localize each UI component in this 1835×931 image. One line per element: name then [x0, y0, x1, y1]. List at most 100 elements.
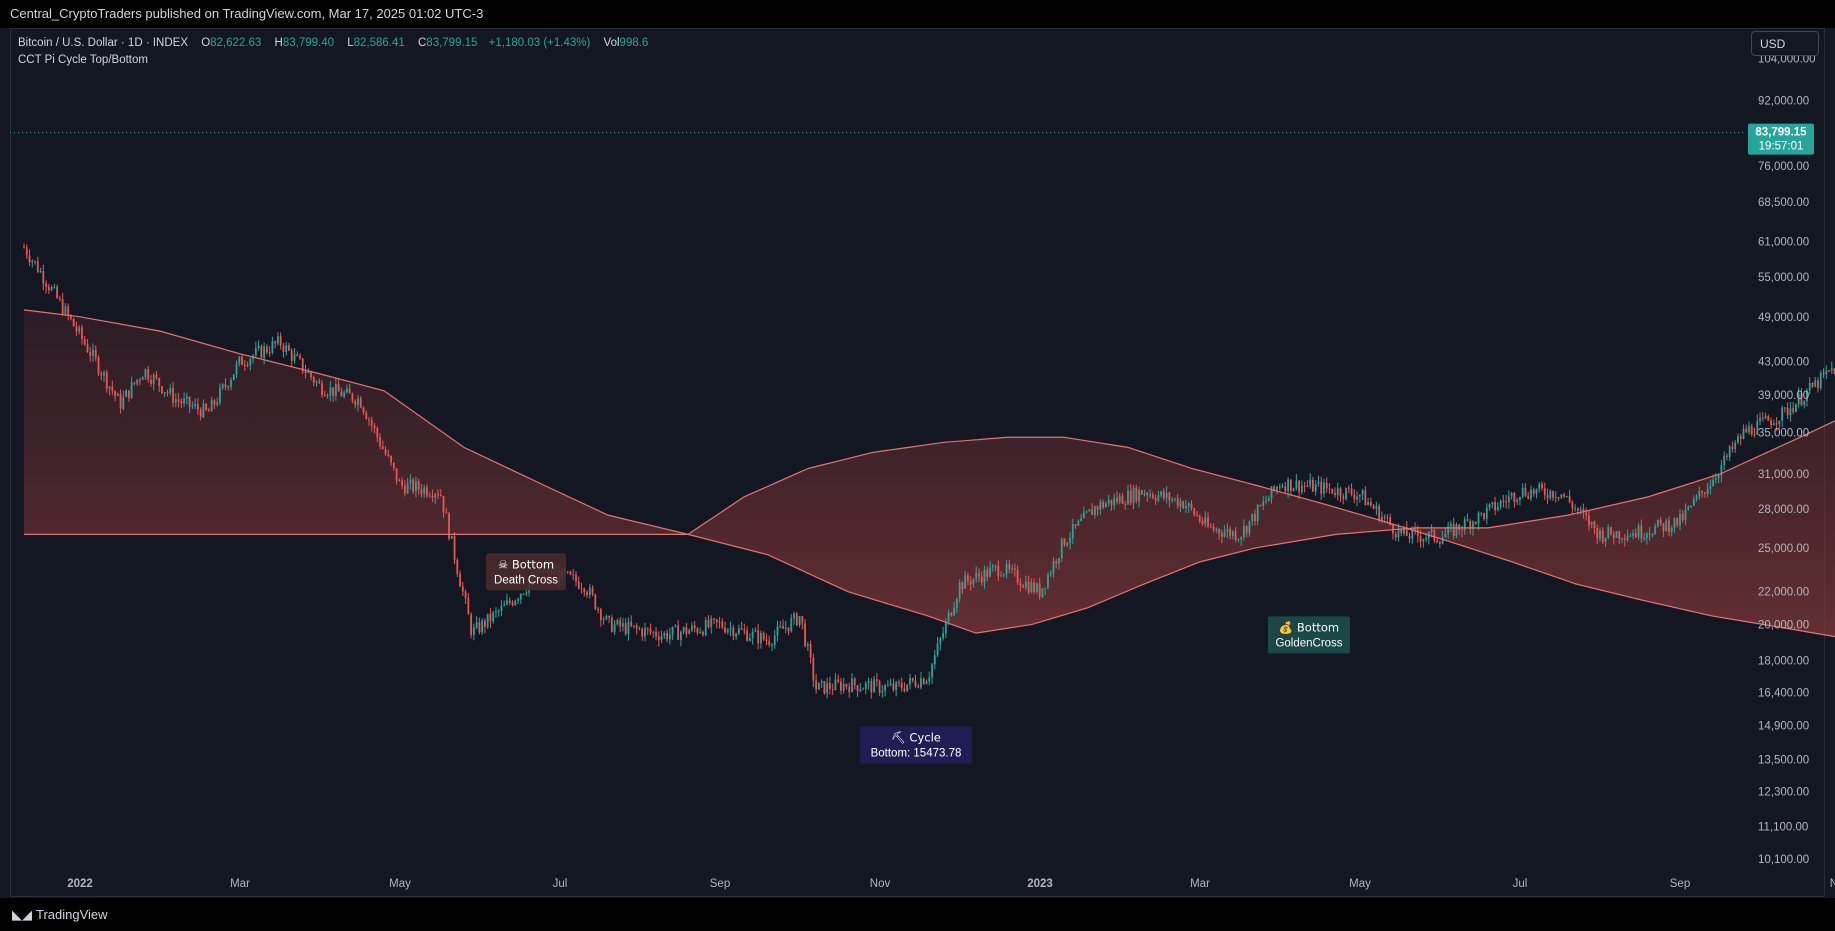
candle — [610, 614, 613, 633]
candle — [605, 614, 608, 621]
candle — [1314, 480, 1317, 496]
candle — [1093, 505, 1096, 519]
close-label: C — [417, 37, 427, 49]
candle — [1510, 491, 1513, 500]
candle — [784, 621, 787, 634]
currency-selector[interactable]: USD — [1751, 31, 1819, 56]
candle — [947, 609, 950, 626]
candle — [1684, 503, 1687, 526]
candle — [1259, 504, 1262, 507]
candle — [227, 385, 230, 391]
candle — [983, 565, 986, 589]
candle — [1803, 400, 1806, 409]
candle — [144, 368, 147, 381]
x-tick-label: Sep — [710, 878, 730, 890]
candle — [646, 627, 649, 635]
candle — [691, 622, 693, 633]
candle — [594, 593, 597, 611]
candle — [428, 491, 431, 498]
ema-sma-band — [24, 309, 1835, 637]
candle — [1088, 508, 1091, 512]
candle — [933, 650, 936, 670]
candle — [1248, 520, 1251, 537]
candle — [265, 344, 268, 355]
candle — [1080, 513, 1082, 522]
candle — [991, 563, 994, 572]
candle — [1231, 530, 1234, 540]
candle — [522, 593, 525, 596]
candle — [696, 626, 699, 636]
golden-cross-label: 💰 Bottom GoldenCross — [1268, 616, 1350, 654]
candle — [911, 677, 914, 683]
candle — [693, 620, 696, 633]
candle — [1496, 502, 1499, 512]
candle — [417, 478, 420, 495]
candle — [58, 295, 61, 302]
candle — [1491, 501, 1494, 509]
candle — [1187, 502, 1190, 513]
candle — [1629, 532, 1632, 537]
candle — [376, 426, 379, 443]
candle — [464, 589, 467, 604]
candle — [1276, 485, 1278, 495]
candle — [1645, 531, 1648, 545]
candle — [1554, 491, 1557, 503]
candle — [1096, 505, 1099, 517]
candle — [1698, 486, 1701, 500]
y-tick-label: 28,000.00 — [1758, 504, 1809, 516]
candle — [158, 377, 161, 393]
candle — [1312, 476, 1314, 492]
candle — [804, 618, 806, 648]
candle — [1215, 527, 1218, 534]
y-tick-label: 20,000.00 — [1758, 619, 1809, 631]
candle — [809, 640, 812, 664]
candle — [718, 616, 721, 629]
x-tick-label: Jul — [553, 878, 568, 890]
candle — [1720, 459, 1723, 483]
candle — [210, 396, 213, 412]
candle — [856, 684, 859, 697]
candle — [1772, 419, 1775, 426]
candle — [1146, 491, 1149, 502]
candle — [864, 681, 867, 695]
candle — [431, 489, 434, 502]
candle — [1196, 510, 1198, 517]
indicator-title[interactable]: CCT Pi Cycle Top/Bottom — [18, 54, 148, 66]
candle — [249, 357, 252, 371]
candle — [296, 351, 299, 357]
candle — [1728, 444, 1731, 462]
candle — [1783, 407, 1786, 413]
candle — [743, 623, 746, 635]
candle — [1781, 405, 1784, 427]
candle — [699, 627, 702, 634]
symbol-title[interactable]: Bitcoin / U.S. Dollar · 1D · INDEX — [18, 37, 188, 49]
candle — [1759, 412, 1761, 426]
candle — [1814, 376, 1817, 388]
candle — [139, 377, 141, 386]
candle — [1808, 376, 1811, 395]
brand-label[interactable]: TradingView — [36, 907, 108, 922]
candle — [1599, 527, 1601, 542]
candle — [67, 303, 70, 321]
y-tick-label: 22,000.00 — [1758, 587, 1809, 599]
candle — [1124, 501, 1127, 510]
candle — [114, 390, 116, 402]
candle — [1000, 571, 1002, 577]
candle — [398, 478, 401, 482]
candle — [1643, 533, 1646, 542]
candle — [1254, 509, 1256, 526]
candle — [729, 621, 732, 637]
candle — [931, 662, 933, 684]
candle — [1593, 520, 1596, 535]
candle — [958, 579, 961, 603]
candle — [1334, 487, 1336, 498]
tradingview-logo-icon[interactable]: ◣◢ — [12, 907, 32, 922]
candle — [1538, 482, 1541, 493]
candle — [161, 385, 163, 395]
candle — [986, 566, 989, 582]
candle — [787, 627, 790, 636]
candle — [575, 571, 577, 587]
candle — [848, 682, 851, 698]
candle — [1612, 530, 1615, 545]
